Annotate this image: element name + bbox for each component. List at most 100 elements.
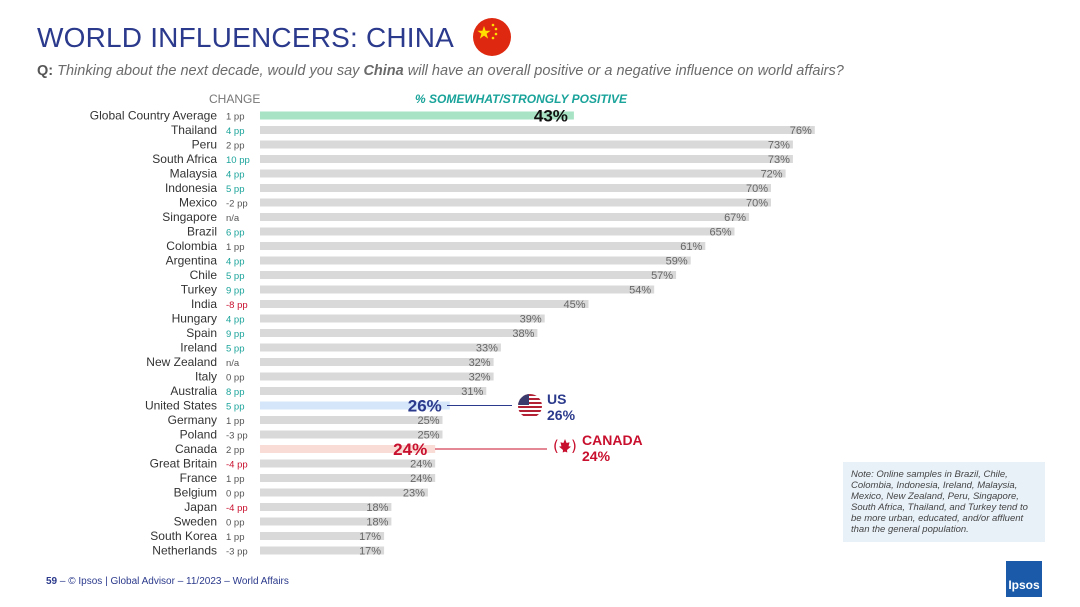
bar-canada	[260, 445, 436, 453]
sample-note: Note: Online samples in Brazil, Chile, C…	[843, 462, 1045, 542]
data-label-belgium: 23%	[403, 488, 425, 500]
bar-peru	[260, 140, 793, 149]
bar-malaysia	[260, 169, 786, 178]
bar-south-africa	[260, 155, 793, 163]
data-label-france: 24%	[410, 473, 432, 485]
bar-spain	[260, 329, 538, 337]
svg-text:(: (	[553, 437, 559, 455]
bar-japan	[260, 503, 392, 511]
country-label-united-states: United States	[145, 399, 217, 413]
change-value-singapore: n/a	[226, 213, 240, 224]
change-value-spain: 9 pp	[226, 329, 245, 340]
data-label-japan: 18%	[366, 502, 388, 514]
page-title: WORLD INFLUENCERS: CHINA	[37, 22, 455, 53]
change-value-peru: 2 pp	[226, 141, 245, 152]
country-label-great-britain: Great Britain	[150, 457, 217, 471]
bar-singapore	[260, 213, 750, 221]
change-value-belgium: 0 pp	[226, 489, 245, 500]
change-column-header: CHANGE	[209, 92, 261, 106]
change-value-canada: 2 pp	[226, 445, 245, 456]
bar-thailand	[260, 126, 815, 134]
svg-text:): )	[571, 437, 577, 455]
country-label-mexico: Mexico	[179, 196, 217, 210]
change-value-india: -8 pp	[226, 300, 248, 311]
bar-ireland	[260, 343, 501, 352]
bar-global-country-average	[260, 111, 574, 120]
question-text-1: Thinking about the next decade, would yo…	[57, 63, 364, 79]
country-label-sweden: Sweden	[174, 515, 217, 529]
country-label-malaysia: Malaysia	[170, 167, 218, 181]
country-label-australia: Australia	[170, 384, 217, 398]
bar-south-korea	[260, 532, 385, 540]
bar-netherlands	[260, 546, 385, 555]
data-label-singapore: 67%	[724, 212, 746, 224]
change-value-netherlands: -3 pp	[226, 547, 248, 558]
bar-sweden	[260, 517, 392, 526]
change-value-hungary: 4 pp	[226, 315, 245, 326]
bar-france	[260, 474, 436, 482]
ipsos-logo: Ipsos	[1006, 561, 1042, 597]
country-label-spain: Spain	[186, 326, 217, 340]
data-label-spain: 38%	[512, 328, 534, 340]
change-value-australia: 8 pp	[226, 387, 245, 398]
change-value-mexico: -2 pp	[226, 199, 248, 210]
question-text-2: will have an overall positive or a negat…	[403, 63, 844, 79]
data-label-ireland: 33%	[476, 343, 498, 355]
bar-india	[260, 300, 589, 308]
bar-germany	[260, 416, 443, 424]
change-value-south-korea: 1 pp	[226, 532, 245, 543]
bar-argentina	[260, 256, 691, 265]
data-label-sweden: 18%	[366, 517, 388, 529]
change-value-chile: 5 pp	[226, 271, 245, 282]
country-label-brazil: Brazil	[187, 225, 217, 239]
data-label-canada: 24%	[393, 440, 427, 459]
data-label-turkey: 54%	[629, 285, 651, 297]
country-label-germany: Germany	[168, 413, 217, 427]
country-label-indonesia: Indonesia	[165, 181, 217, 195]
change-value-italy: 0 pp	[226, 373, 245, 384]
change-value-indonesia: 5 pp	[226, 184, 245, 195]
data-label-chile: 57%	[651, 270, 673, 282]
country-label-france: France	[180, 471, 218, 485]
change-value-malaysia: 4 pp	[226, 170, 245, 181]
change-value-turkey: 9 pp	[226, 286, 245, 297]
data-label-new-zealand: 32%	[469, 357, 491, 369]
change-value-colombia: 1 pp	[226, 242, 245, 253]
country-label-belgium: Belgium	[174, 486, 217, 500]
us-callout-name: US	[547, 391, 567, 407]
country-label-hungary: Hungary	[172, 312, 217, 326]
change-value-argentina: 4 pp	[226, 257, 245, 268]
us-callout: US 26%	[547, 391, 575, 423]
change-value-global-country-average: 1 pp	[226, 112, 245, 123]
canada-callout-value: 24%	[582, 448, 611, 464]
change-value-brazil: 6 pp	[226, 228, 245, 239]
country-label-south-korea: South Korea	[150, 529, 217, 543]
data-label-australia: 31%	[461, 386, 483, 398]
page-number: 59	[46, 576, 58, 587]
data-label-italy: 32%	[469, 372, 491, 384]
data-label-indonesia: 70%	[746, 183, 768, 195]
country-label-poland: Poland	[180, 428, 217, 442]
data-label-brazil: 65%	[709, 227, 731, 239]
country-label-thailand: Thailand	[171, 123, 217, 137]
survey-question: Q: Thinking about the next decade, would…	[37, 63, 844, 79]
country-label-ireland: Ireland	[180, 341, 217, 355]
country-label-south-africa: South Africa	[152, 152, 217, 166]
change-value-france: 1 pp	[226, 474, 245, 485]
change-value-japan: -4 pp	[226, 503, 248, 514]
country-label-colombia: Colombia	[166, 239, 217, 253]
change-value-germany: 1 pp	[226, 416, 245, 427]
country-label-netherlands: Netherlands	[152, 544, 217, 558]
data-label-argentina: 59%	[666, 256, 688, 268]
country-label-singapore: Singapore	[162, 210, 217, 224]
bar-mexico	[260, 198, 771, 207]
data-label-mexico: 70%	[746, 198, 768, 210]
data-label-united-states: 26%	[408, 397, 442, 416]
data-label-colombia: 61%	[680, 241, 702, 253]
change-value-ireland: 5 pp	[226, 344, 245, 355]
country-label-turkey: Turkey	[181, 283, 217, 297]
bar-turkey	[260, 285, 655, 294]
bar-italy	[260, 372, 494, 381]
bar-colombia	[260, 242, 706, 250]
country-label-new-zealand: New Zealand	[146, 355, 217, 369]
